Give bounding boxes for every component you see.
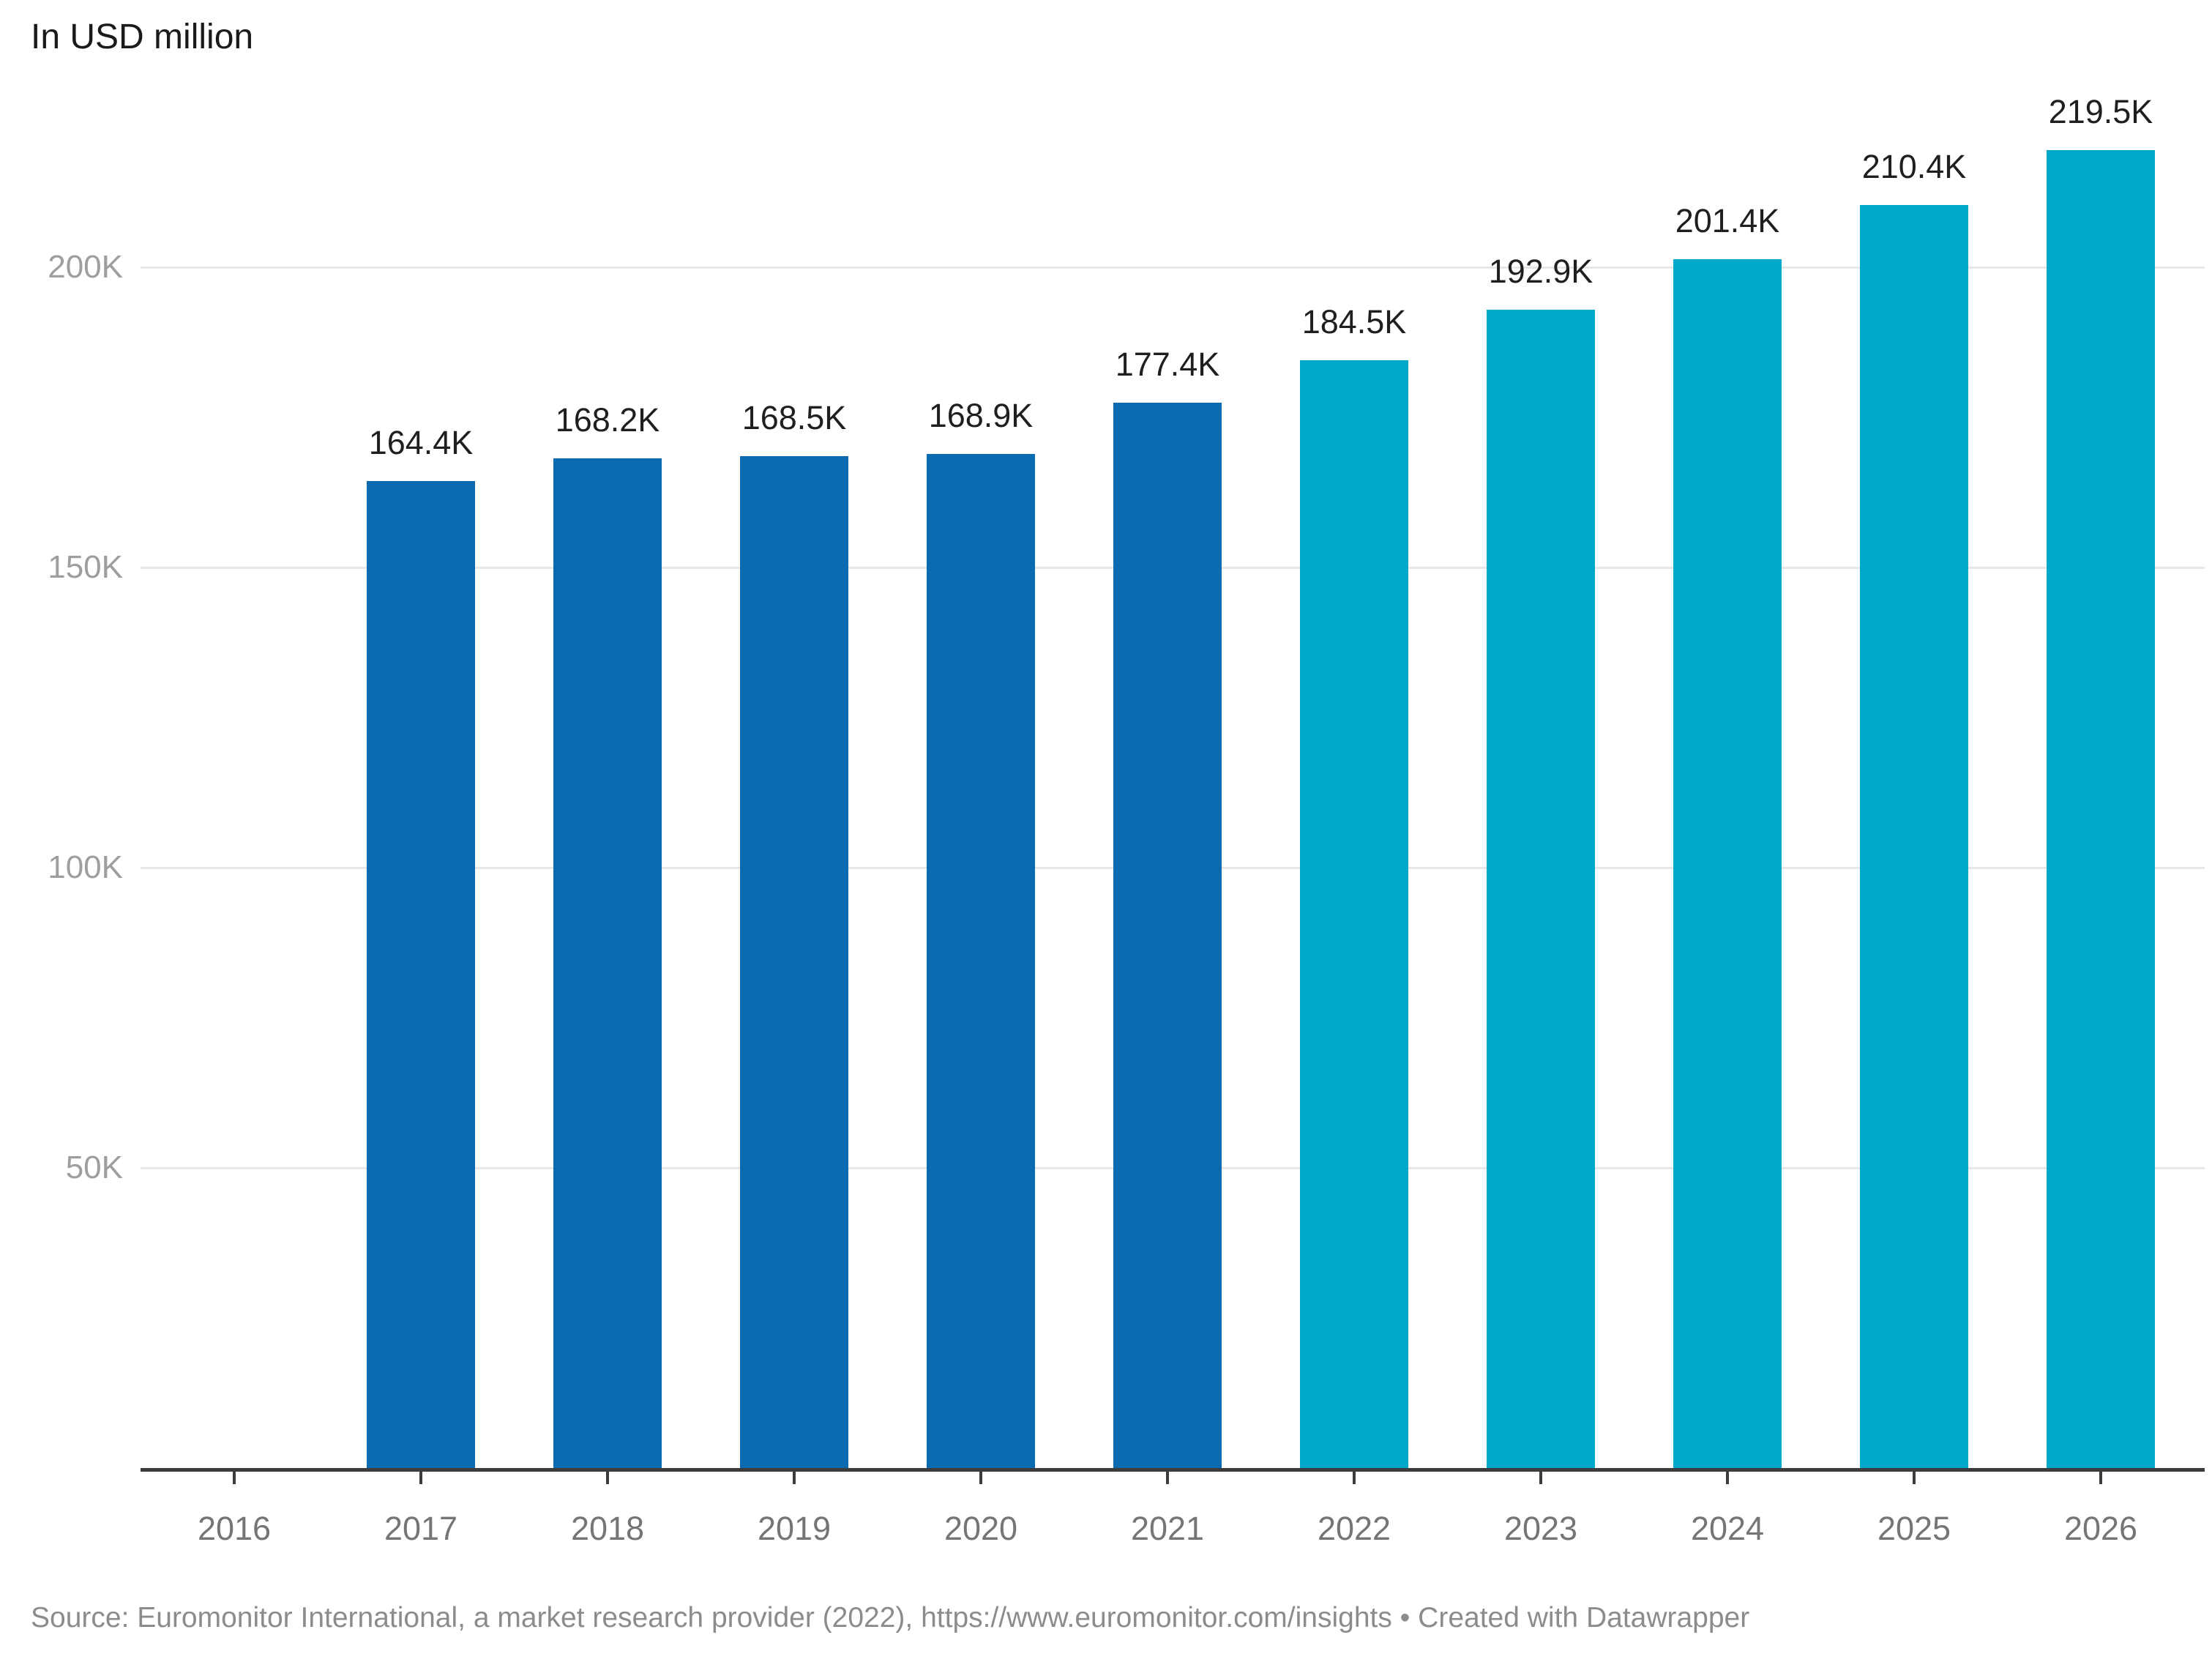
x-axis-label-2017: 2017 (384, 1510, 458, 1547)
y-axis-tick-label: 50K (65, 1150, 123, 1185)
x-axis-label-2020: 2020 (944, 1510, 1018, 1547)
x-axis-label-2022: 2022 (1317, 1510, 1391, 1547)
value-label-2019: 168.5K (741, 399, 847, 436)
y-axis-tick-label: 150K (48, 549, 123, 585)
bar-2025[interactable] (1860, 205, 1968, 1468)
y-gridline (141, 267, 2205, 269)
bar-2022[interactable] (1300, 360, 1408, 1468)
y-axis-tick-label: 100K (48, 849, 123, 885)
value-label-2020: 168.9K (928, 397, 1034, 434)
bar-2018[interactable] (553, 458, 662, 1468)
x-axis-tick (419, 1468, 422, 1484)
bar-2021[interactable] (1113, 403, 1222, 1468)
x-axis-baseline (141, 1468, 2205, 1472)
value-label-2026: 219.5K (2048, 93, 2153, 130)
x-axis-tick (606, 1468, 609, 1484)
value-label-2018: 168.2K (555, 401, 660, 439)
value-label-2023: 192.9K (1488, 253, 1593, 290)
bar-2024[interactable] (1673, 259, 1782, 1468)
x-axis-label-2025: 2025 (1877, 1510, 1951, 1547)
bar-2020[interactable] (927, 454, 1035, 1468)
value-label-2025: 210.4K (1861, 148, 1967, 185)
x-axis-label-2018: 2018 (570, 1510, 645, 1547)
value-label-2024: 201.4K (1675, 202, 1780, 239)
x-axis-label-2026: 2026 (2063, 1510, 2138, 1547)
chart-title: In USD million (31, 18, 254, 56)
x-axis-tick (1539, 1468, 1542, 1484)
x-axis-label-2021: 2021 (1130, 1510, 1205, 1547)
bar-2019[interactable] (740, 456, 848, 1468)
bar-2026[interactable] (2047, 150, 2155, 1468)
x-axis-tick (2099, 1468, 2102, 1484)
bar-2017[interactable] (367, 481, 475, 1468)
x-axis-tick (1726, 1468, 1729, 1484)
value-label-2022: 184.5K (1301, 303, 1407, 340)
value-label-2017: 164.4K (368, 424, 474, 461)
x-axis-tick (1166, 1468, 1169, 1484)
x-axis-tick (1353, 1468, 1356, 1484)
x-axis-tick (233, 1468, 236, 1484)
x-axis-tick (793, 1468, 796, 1484)
x-axis-tick (979, 1468, 982, 1484)
x-axis-tick (1913, 1468, 1916, 1484)
source-attribution: Source: Euromonitor International, a mar… (31, 1602, 1750, 1633)
y-axis-tick-label: 200K (48, 249, 123, 285)
x-axis-label-2023: 2023 (1503, 1510, 1578, 1547)
x-axis-label-2024: 2024 (1690, 1510, 1765, 1547)
x-axis-label-2016: 2016 (197, 1510, 272, 1547)
bar-2023[interactable] (1487, 310, 1595, 1468)
x-axis-label-2019: 2019 (757, 1510, 832, 1547)
value-label-2021: 177.4K (1115, 346, 1220, 383)
